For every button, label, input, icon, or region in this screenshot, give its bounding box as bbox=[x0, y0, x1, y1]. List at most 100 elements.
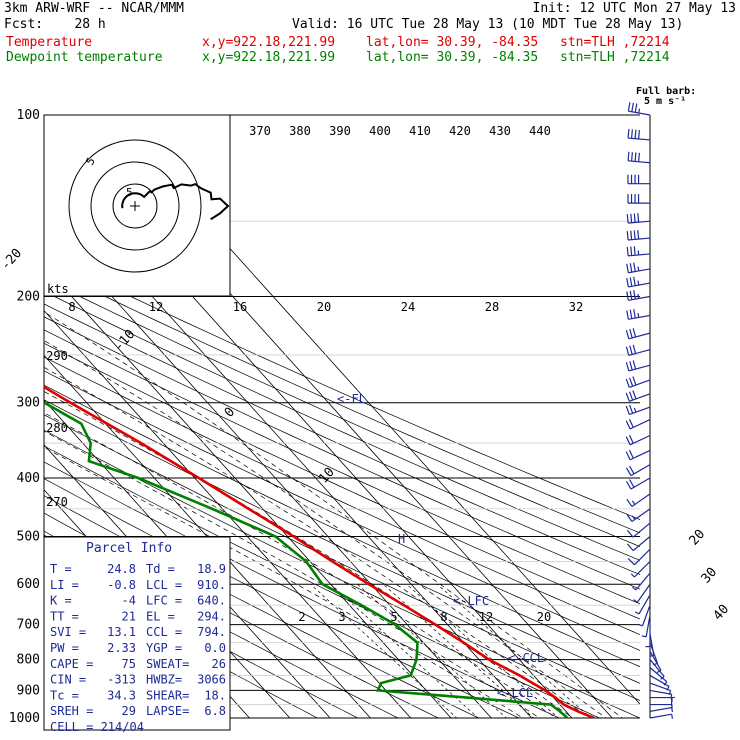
parcel-row-value: 2.33 bbox=[107, 641, 136, 655]
mixing-ratio-label: 28 bbox=[485, 300, 499, 314]
profile-traces bbox=[44, 385, 595, 718]
wind-barb-staff bbox=[649, 689, 672, 695]
pressure-tick-label: 300 bbox=[17, 396, 40, 411]
wind-barb-flag bbox=[629, 345, 633, 355]
dry-adiabat-label: 390 bbox=[329, 124, 351, 138]
dry-adiabat bbox=[44, 399, 640, 684]
wind-barb-staff bbox=[632, 536, 651, 552]
mixing-ratio-label: 8 bbox=[440, 610, 447, 624]
wind-barb bbox=[630, 561, 651, 578]
wind-barb-flag bbox=[626, 543, 634, 552]
wind-barb-flag bbox=[627, 129, 630, 139]
wind-barb-staff bbox=[628, 110, 651, 116]
wind-barb-flag bbox=[626, 230, 629, 241]
wind-barb-half-flag bbox=[630, 573, 635, 578]
parcel-row-value: 18. bbox=[204, 688, 226, 702]
wind-barb bbox=[625, 464, 651, 477]
wind-barb-flag bbox=[625, 392, 630, 402]
parcel-info-panel: Parcel Info T = 24.8 Td = 18.9 LI = -0.8 LCL = 9… bbox=[43, 536, 231, 734]
wind-barb-flag bbox=[633, 230, 636, 240]
wind-barb-flag bbox=[632, 344, 637, 354]
wind-barb-flag bbox=[633, 290, 636, 300]
wind-barb-half-flag bbox=[637, 266, 640, 272]
wind-barb bbox=[627, 194, 650, 204]
wind-barb-staff bbox=[649, 713, 672, 719]
parcel-row-value: 26 bbox=[212, 657, 226, 671]
wind-barb-flag bbox=[637, 230, 640, 240]
dry-adiabat bbox=[44, 384, 640, 668]
pressure-tick-label: 500 bbox=[17, 529, 40, 544]
parcel-row-label: SREH = bbox=[50, 704, 93, 718]
wind-barb bbox=[625, 344, 651, 356]
wind-barb-flag bbox=[626, 214, 629, 224]
freezing-level-label: <-FL bbox=[337, 392, 366, 406]
dry-adiabat bbox=[44, 370, 640, 651]
moist-adiabat bbox=[44, 340, 607, 718]
mixing-ratio-label: 12 bbox=[479, 610, 493, 624]
wind-barb-flag bbox=[625, 346, 630, 356]
dry-adiabat bbox=[44, 316, 640, 590]
wind-barb-flag bbox=[628, 419, 634, 428]
wind-barb bbox=[649, 706, 674, 713]
wind-barb-staff bbox=[636, 583, 651, 603]
valid-time: Valid: 16 UTC Tue 28 May 13 (10 MDT Tue … bbox=[292, 17, 684, 32]
wind-barb-flag bbox=[626, 263, 629, 273]
wind-barb bbox=[626, 493, 651, 508]
isotherm-tick-label: 30 bbox=[699, 565, 721, 587]
parcel-row-value: 0.0 bbox=[204, 641, 226, 655]
mixing-ratio-label: 5 bbox=[390, 610, 397, 624]
wind-barb-flag bbox=[630, 213, 633, 223]
wind-barb-half-flag bbox=[656, 669, 662, 674]
wind-barb bbox=[649, 667, 668, 686]
dry-adiabat-label: 440 bbox=[529, 124, 551, 138]
wind-barb-flag bbox=[633, 213, 636, 223]
parcel-row-value: 18.9 bbox=[197, 562, 226, 576]
isotherm-tick-label: 40 bbox=[711, 602, 733, 624]
wind-barb bbox=[650, 696, 673, 703]
wind-barb-staff bbox=[629, 379, 651, 389]
wind-barb bbox=[649, 713, 674, 719]
parcel-row-value: 910. bbox=[197, 578, 226, 592]
dry-adiabat-label: 270 bbox=[46, 495, 68, 509]
mixing-ratio-label: 20 bbox=[317, 300, 331, 314]
dry-adiabat bbox=[44, 254, 640, 520]
wind-barb-flag bbox=[627, 558, 635, 566]
dry-adiabat bbox=[44, 461, 561, 718]
parcel-row-label: YGP = bbox=[146, 641, 182, 655]
hodograph-units-label: kts bbox=[47, 282, 69, 296]
wind-barb-staff bbox=[629, 419, 651, 430]
dry-adiabat bbox=[44, 329, 640, 605]
wind-barb bbox=[625, 328, 651, 340]
wind-barb-flag bbox=[625, 451, 631, 461]
wind-barb-flag bbox=[632, 328, 637, 338]
parcel-row-label: LAPSE= bbox=[146, 704, 189, 718]
dry-adiabat-label: 380 bbox=[289, 124, 311, 138]
wind-barb-flag bbox=[628, 465, 635, 475]
mixing-ratio-label: 2 bbox=[298, 610, 305, 624]
dewpoint-trace bbox=[44, 401, 569, 718]
dry-adiabat bbox=[44, 342, 640, 620]
hodograph-ring bbox=[112, 183, 158, 229]
wind-barb-flag bbox=[629, 309, 633, 319]
dry-adiabat bbox=[44, 429, 640, 718]
wind-barb-flag bbox=[628, 404, 634, 414]
parcel-row-label: T = bbox=[50, 562, 72, 576]
dewpoint-station: stn=TLH ,72214 bbox=[560, 50, 670, 65]
temperature-xy: x,y=922.18,221.99 bbox=[202, 35, 336, 50]
parcel-row-value: 21 bbox=[122, 609, 136, 623]
wind-barb bbox=[626, 290, 651, 301]
mixing-ratio-line bbox=[383, 583, 535, 718]
wind-barb bbox=[625, 390, 651, 402]
ccl-label: <-CCL bbox=[508, 651, 544, 665]
wind-barb-flag bbox=[634, 103, 638, 113]
wind-barb-flag bbox=[627, 102, 631, 112]
wind-barb-flag bbox=[633, 262, 636, 272]
hodograph-trace bbox=[121, 182, 230, 221]
isotherm-line bbox=[44, 265, 452, 718]
parcel-panel-title: Parcel Info bbox=[86, 541, 172, 556]
wind-barb bbox=[626, 230, 651, 241]
wind-barb-flag bbox=[630, 246, 633, 256]
wind-barb-staff bbox=[635, 572, 651, 591]
dry-adiabat bbox=[44, 445, 601, 718]
dry-adiabat-label: 410 bbox=[409, 124, 431, 138]
